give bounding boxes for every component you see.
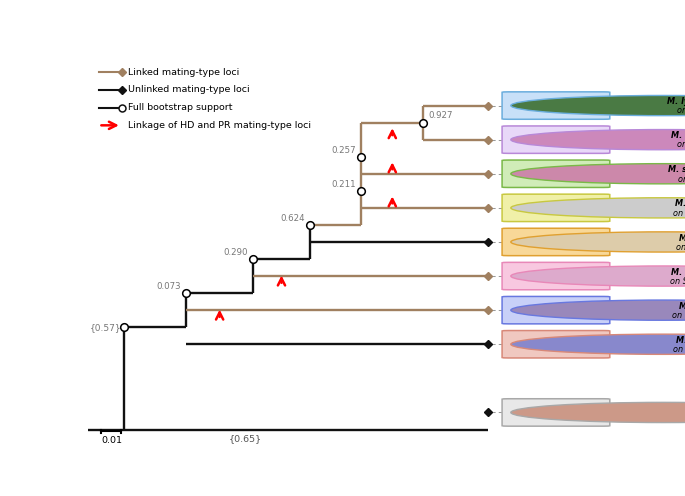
Circle shape (511, 300, 685, 320)
Text: {0.57}: {0.57} (90, 323, 122, 332)
Text: on Salvia pratensis: on Salvia pratensis (673, 345, 685, 354)
Text: on Silene acaulis: on Silene acaulis (677, 175, 685, 184)
Text: M. intermedium: M. intermedium (675, 336, 685, 345)
FancyBboxPatch shape (502, 92, 610, 119)
Circle shape (511, 402, 685, 423)
Text: M. lychnidis-dioicae: M. lychnidis-dioicae (667, 97, 685, 106)
Text: M. scabiosae *: M. scabiosae * (679, 302, 685, 310)
Text: on Silene vulgaris: on Silene vulgaris (676, 243, 685, 252)
Text: on Silene dioicae: on Silene dioicae (677, 140, 685, 149)
Text: on Knautia arvensis: on Knautia arvensis (672, 311, 685, 320)
Text: 0.257: 0.257 (332, 146, 356, 155)
Text: M. v. caroliniana *: M. v. caroliniana * (671, 268, 685, 277)
Text: 0.624: 0.624 (280, 214, 305, 223)
Text: 0.211: 0.211 (332, 180, 356, 189)
Circle shape (511, 198, 685, 218)
Text: 0.01: 0.01 (101, 436, 122, 445)
Text: Linked mating-type loci: Linked mating-type loci (128, 67, 239, 77)
Circle shape (511, 232, 685, 252)
Circle shape (511, 129, 685, 150)
Text: Full bootstrap support: Full bootstrap support (128, 103, 232, 112)
Text: 0.290: 0.290 (223, 248, 248, 257)
FancyBboxPatch shape (502, 330, 610, 358)
Circle shape (511, 164, 685, 184)
Text: 0.927: 0.927 (428, 111, 453, 120)
Text: M. silenes-acaulis *: M. silenes-acaulis * (668, 165, 685, 174)
Text: on Silene latifolia: on Silene latifolia (677, 106, 685, 116)
Circle shape (511, 266, 685, 286)
Text: on Silene caroliniana: on Silene caroliniana (669, 277, 685, 286)
FancyBboxPatch shape (502, 297, 610, 324)
FancyBboxPatch shape (502, 228, 610, 255)
FancyBboxPatch shape (502, 160, 610, 187)
FancyBboxPatch shape (502, 126, 610, 153)
Text: M. silenes-dioicae: M. silenes-dioicae (671, 131, 685, 140)
FancyBboxPatch shape (502, 194, 610, 222)
Text: on Silene paradoxa: on Silene paradoxa (673, 209, 685, 218)
Circle shape (511, 334, 685, 354)
FancyBboxPatch shape (502, 262, 610, 290)
Text: M. v. paradoxa *: M. v. paradoxa * (675, 199, 685, 208)
Text: Unlinked mating-type loci: Unlinked mating-type loci (128, 85, 249, 94)
Text: Linkage of HD and PR mating-type loci: Linkage of HD and PR mating-type loci (128, 121, 311, 130)
Text: M. lagerheimii: M. lagerheimii (680, 234, 685, 243)
Text: 0.073: 0.073 (156, 282, 181, 291)
Text: {0.65}: {0.65} (229, 434, 262, 443)
Circle shape (511, 95, 685, 116)
FancyBboxPatch shape (502, 399, 610, 426)
